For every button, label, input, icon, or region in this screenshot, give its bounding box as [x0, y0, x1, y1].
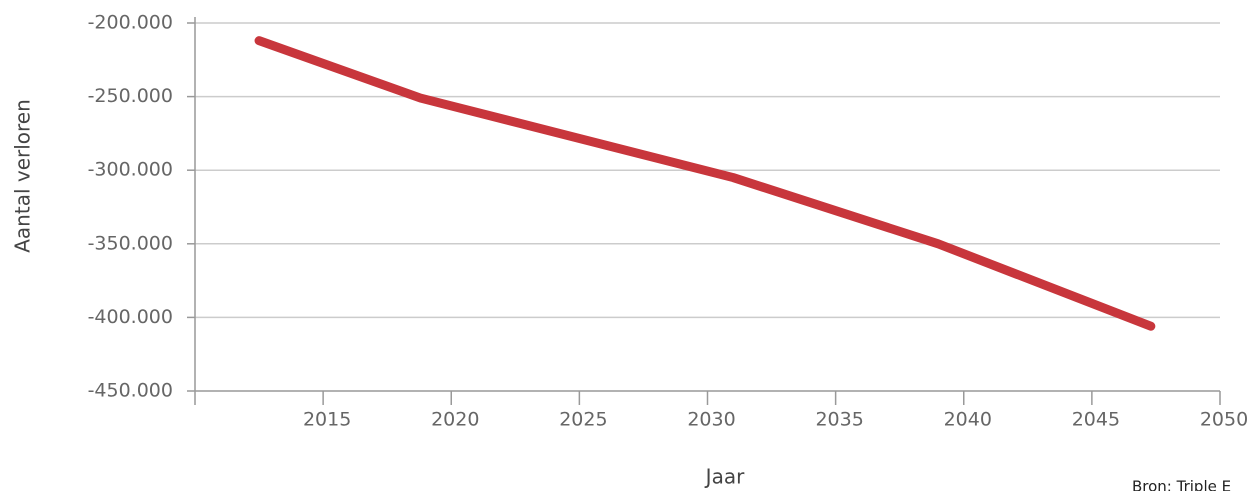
x-tick-label: 2045 — [1072, 409, 1120, 431]
y-tick-label: -400.000 — [88, 306, 173, 328]
line — [254, 36, 1156, 331]
y-tick-label: -300.000 — [88, 159, 173, 181]
y-tick-label: -350.000 — [88, 232, 173, 254]
source: Bron: Triple E — [1132, 478, 1231, 491]
x-tick-label: 2050 — [1200, 409, 1248, 431]
y-tick-label: -450.000 — [88, 380, 173, 402]
x-tick-label: 2035 — [815, 409, 863, 431]
x-tick-label: 2030 — [687, 409, 735, 431]
x-tick-label: 2020 — [431, 409, 479, 431]
x-tick-label: 2040 — [944, 409, 992, 431]
y-axis-title: Aantal verloren — [11, 99, 35, 253]
x-tick-label: 2025 — [559, 409, 607, 431]
x-axis-title: Jaar — [704, 465, 745, 489]
y-tick-label: -200.000 — [88, 12, 173, 34]
y-tick-label: -250.000 — [88, 85, 173, 107]
x-tick-label: 2015 — [303, 409, 351, 431]
